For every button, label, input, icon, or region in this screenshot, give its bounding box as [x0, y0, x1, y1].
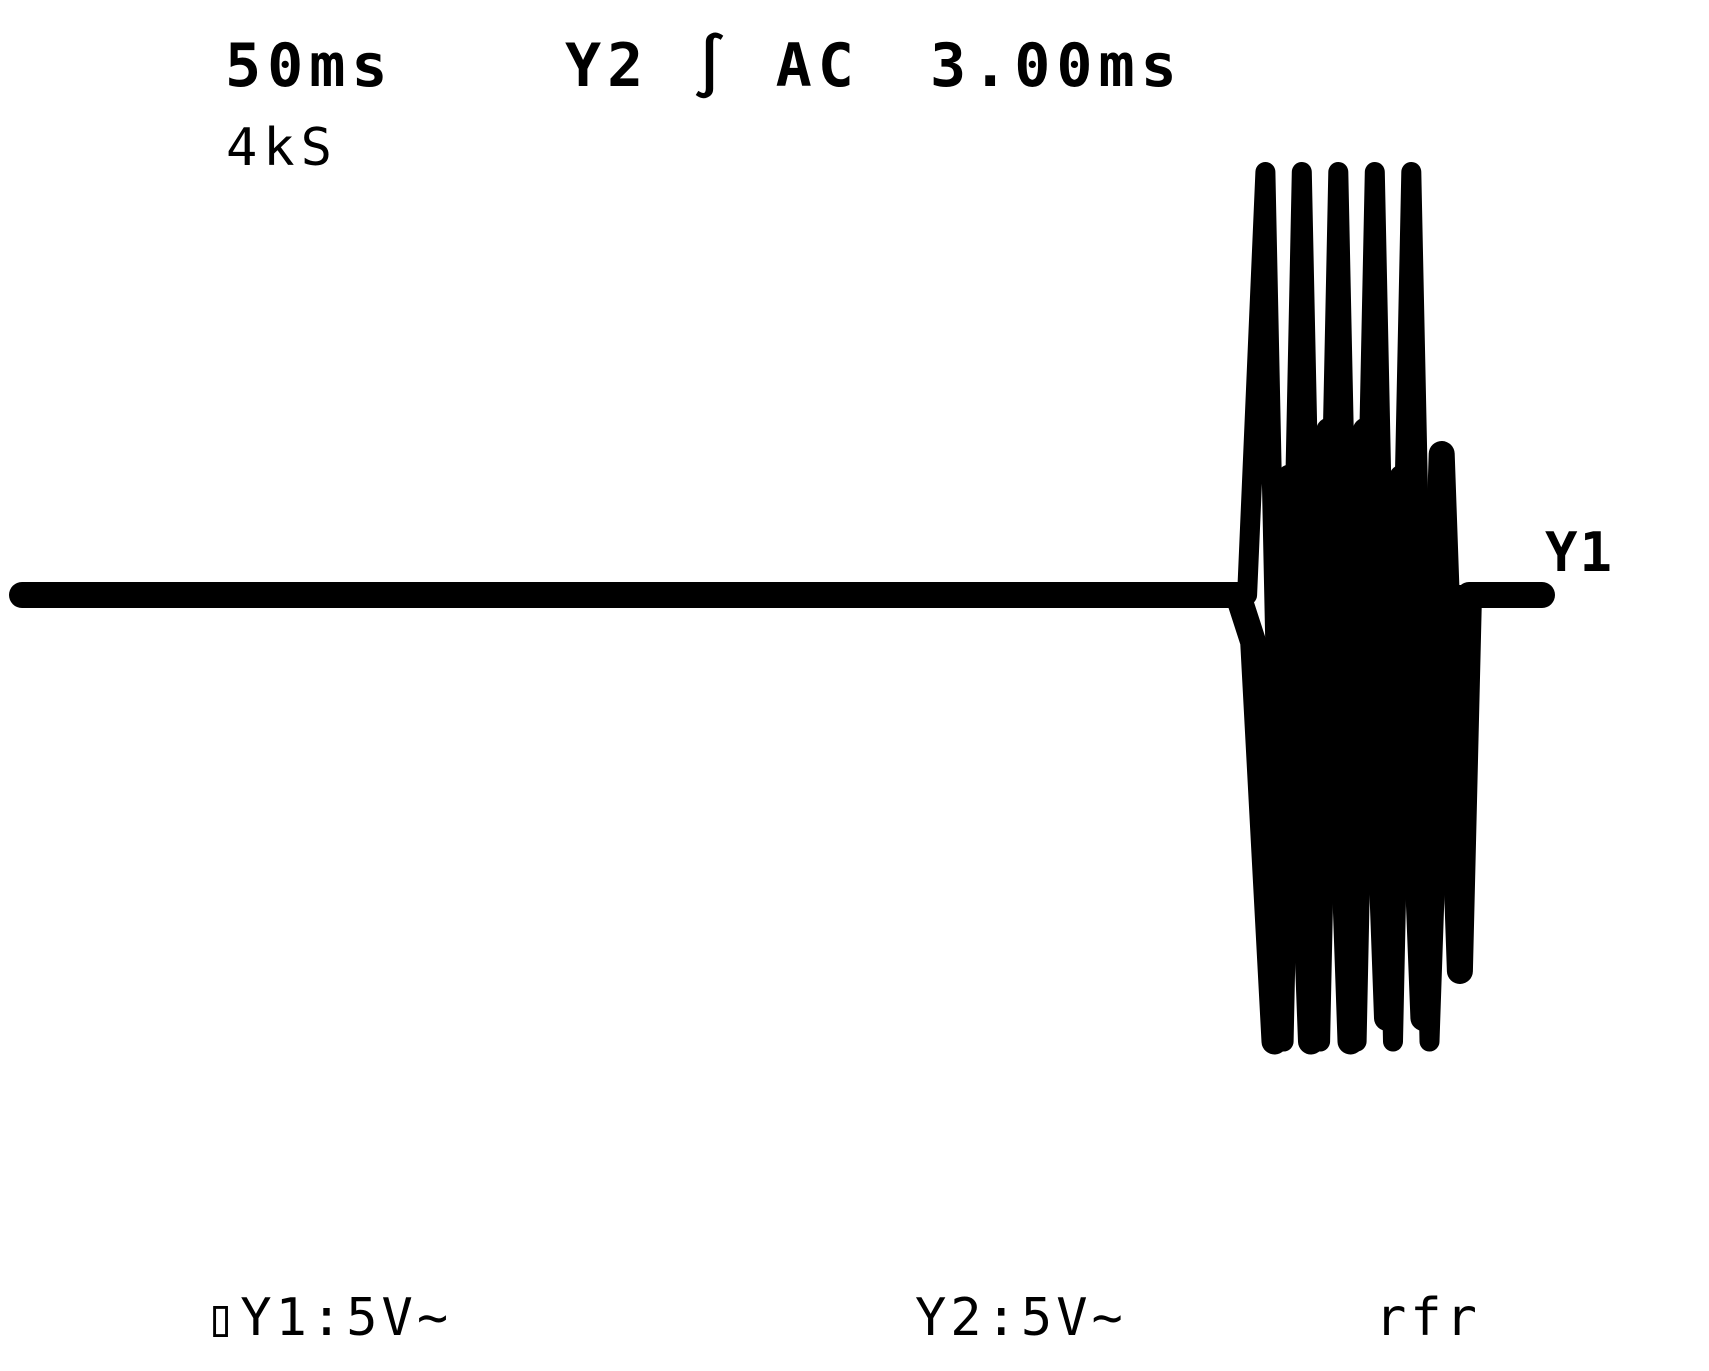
data-point-y2 [1292, 163, 1311, 181]
data-point-y2 [1347, 1032, 1366, 1051]
data-point-y2 [1420, 1032, 1439, 1051]
data-point-y1 [1429, 442, 1454, 466]
ch2-scale-readout: Y2:5V~ [915, 1288, 1127, 1348]
data-point-y1 [1241, 630, 1266, 654]
ch1-scale-readout: ▯Y1:5V~ [205, 1288, 453, 1348]
data-point-y2 [13, 586, 31, 604]
data-point-y2 [1311, 1032, 1330, 1051]
data-point-y2 [1435, 586, 1454, 604]
timebase-readout: 50ms [225, 31, 394, 101]
acquisition-mode-readout: rfr [1375, 1288, 1481, 1348]
data-point-y2 [1256, 163, 1275, 181]
data-point-y2 [1238, 586, 1257, 604]
data-point-y2 [1329, 163, 1348, 181]
trace-marker-label: Y1 [1545, 521, 1615, 584]
data-point-y2 [1384, 1032, 1402, 1051]
sample-rate-readout: 4kS [226, 118, 338, 178]
series-line-y2 [12, 162, 1552, 1052]
data-point-y2 [1402, 163, 1421, 181]
trigger-readout: Y2 ∫ AC [565, 31, 860, 101]
data-point-y1 [1447, 959, 1472, 983]
data-point-y2 [1533, 586, 1551, 604]
trigger-time-readout: 3.00ms [930, 31, 1183, 101]
data-point-y2 [1274, 1032, 1293, 1051]
data-point-y2 [1365, 163, 1384, 181]
